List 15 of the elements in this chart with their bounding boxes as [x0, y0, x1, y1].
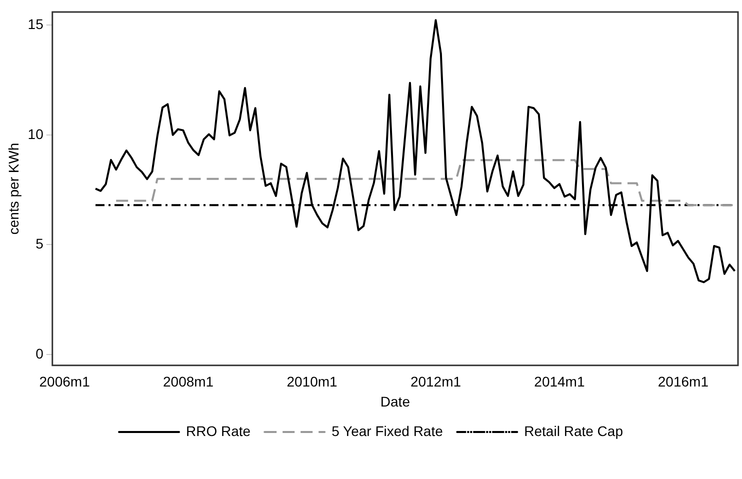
- x-tick-label: 2012m1: [410, 374, 462, 390]
- legend-label: Retail Rate Cap: [524, 422, 624, 439]
- legend-label: 5 Year Fixed Rate: [332, 422, 444, 439]
- x-tick-label: 2006m1: [39, 374, 90, 390]
- y-tick-label: 10: [28, 126, 44, 142]
- x-tick-label: 2014m1: [534, 374, 585, 390]
- y-tick-label: 5: [36, 236, 44, 252]
- x-tick-label: 2010m1: [286, 374, 338, 390]
- legend-label: RRO Rate: [186, 422, 251, 439]
- y-axis-title: cents per KWh: [5, 142, 22, 235]
- x-tick-label: 2008m1: [163, 374, 214, 390]
- y-tick-label: 0: [36, 345, 44, 362]
- x-tick-label: 2016m1: [658, 374, 709, 390]
- x-axis-title: Date: [380, 393, 410, 410]
- y-tick-label: 15: [28, 16, 44, 32]
